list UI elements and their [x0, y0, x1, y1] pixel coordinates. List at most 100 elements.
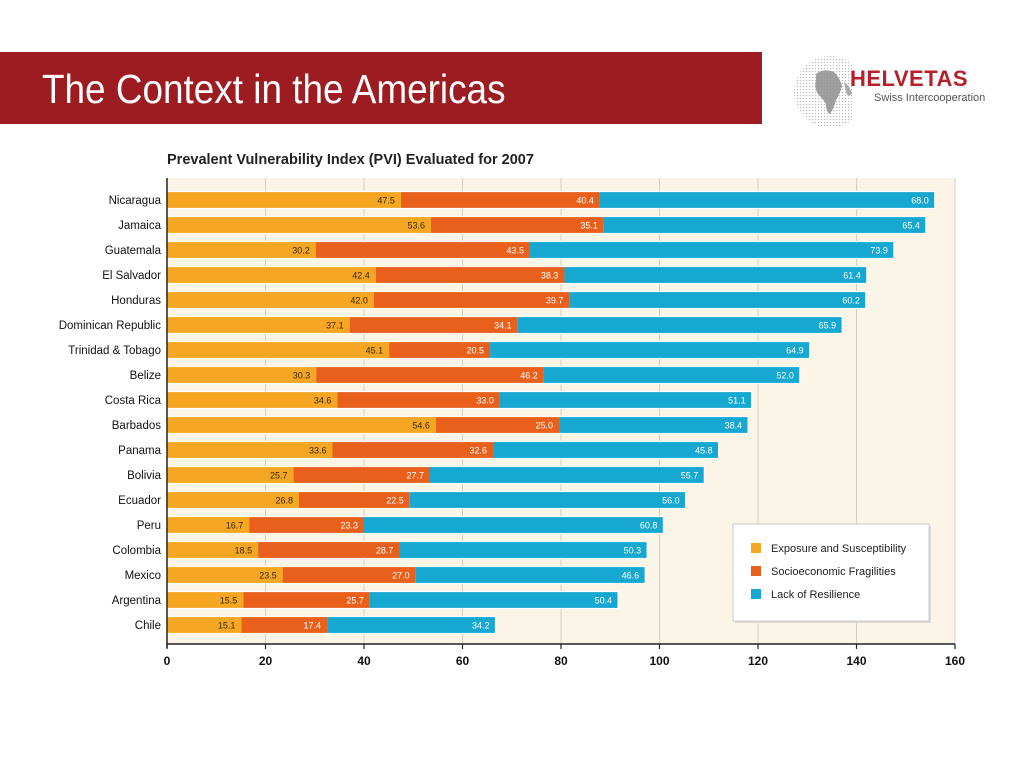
- bar-segment: [369, 591, 619, 609]
- bar-segment: [167, 466, 294, 484]
- bar-segment: [316, 366, 544, 384]
- bar-segment: [293, 466, 430, 484]
- country-label: Mexico: [125, 570, 161, 582]
- country-label: Chile: [135, 620, 161, 632]
- bar-segment: [167, 566, 283, 584]
- bar-value-label: 52.0: [776, 371, 794, 381]
- x-tick-label: 160: [945, 654, 965, 668]
- x-tick-label: 20: [259, 654, 273, 668]
- bar-value-label: 45.1: [366, 346, 384, 356]
- bar-value-label: 65.4: [902, 221, 920, 231]
- bar-segment: [400, 191, 600, 209]
- x-tick-label: 120: [748, 654, 768, 668]
- bar-segment: [167, 516, 250, 534]
- bar-segment: [529, 241, 894, 259]
- bar-value-label: 68.0: [911, 196, 929, 206]
- bar-segment: [167, 391, 338, 409]
- bar-segment: [167, 266, 376, 284]
- bar-segment: [599, 191, 935, 209]
- bar-segment: [167, 616, 242, 634]
- bar-value-label: 17.4: [304, 621, 322, 631]
- bar-segment: [167, 341, 390, 359]
- bar-value-label: 33.6: [309, 446, 327, 456]
- bar-value-label: 30.3: [293, 371, 311, 381]
- bar-segment: [517, 316, 843, 334]
- chart-title: Prevalent Vulnerability Index (PVI) Eval…: [167, 152, 534, 168]
- bar-value-label: 38.3: [541, 271, 559, 281]
- legend-swatch: [751, 589, 761, 599]
- bar-value-label: 46.2: [520, 371, 538, 381]
- bar-segment: [499, 391, 752, 409]
- bar-value-label: 22.5: [386, 496, 404, 506]
- bar-segment: [167, 591, 244, 609]
- bar-segment: [167, 441, 333, 459]
- bar-segment: [399, 541, 648, 559]
- country-label: Belize: [130, 370, 161, 382]
- bar-value-label: 15.1: [218, 621, 236, 631]
- bar-segment: [167, 291, 374, 309]
- country-label: Barbados: [112, 420, 161, 432]
- bar-value-label: 42.0: [350, 296, 368, 306]
- bar-value-label: 25.0: [535, 421, 553, 431]
- bar-value-label: 26.8: [275, 496, 293, 506]
- bar-segment: [258, 541, 400, 559]
- country-label: Guatemala: [105, 245, 162, 257]
- bar-value-label: 55.7: [681, 471, 699, 481]
- logo-subtitle: Swiss Intercooperation: [874, 92, 986, 104]
- bar-segment: [167, 416, 436, 434]
- legend-swatch: [751, 566, 761, 576]
- legend-box: [732, 523, 930, 622]
- country-label: Honduras: [111, 295, 161, 307]
- bar-segment: [337, 391, 500, 409]
- bar-value-label: 47.5: [377, 196, 395, 206]
- bar-segment: [603, 216, 926, 234]
- country-label: Jamaica: [118, 220, 161, 232]
- bar-segment: [430, 216, 604, 234]
- bar-value-label: 25.7: [270, 471, 288, 481]
- logo-brand: HELVETAS: [850, 66, 969, 91]
- bar-value-label: 53.6: [407, 221, 425, 231]
- country-label: Bolivia: [127, 470, 161, 482]
- bar-value-label: 60.2: [842, 296, 860, 306]
- bar-value-label: 51.1: [728, 396, 746, 406]
- country-label: Dominican Republic: [59, 320, 162, 332]
- bar-segment: [364, 516, 664, 534]
- bar-segment: [167, 316, 350, 334]
- bar-segment: [375, 266, 565, 284]
- bar-segment: [282, 566, 416, 584]
- bar-segment: [243, 591, 370, 609]
- bar-value-label: 23.3: [340, 521, 358, 531]
- country-label: El Salvador: [102, 270, 161, 282]
- bar-value-label: 34.1: [494, 321, 512, 331]
- bar-value-label: 39.7: [546, 296, 564, 306]
- bar-value-label: 56.0: [662, 496, 680, 506]
- helvetas-logo: HELVETAS Swiss Intercooperation: [790, 52, 1000, 132]
- slide-title: The Context in the Americas: [42, 66, 506, 112]
- bar-value-label: 34.2: [472, 621, 490, 631]
- x-tick-label: 40: [357, 654, 371, 668]
- bar-segment: [490, 341, 810, 359]
- bar-segment: [249, 516, 364, 534]
- x-tick-label: 140: [846, 654, 866, 668]
- bar-segment: [315, 241, 530, 259]
- x-tick-label: 60: [456, 654, 470, 668]
- bar-segment: [569, 291, 866, 309]
- country-label: Ecuador: [118, 495, 161, 507]
- bar-value-label: 64.9: [786, 346, 804, 356]
- bar-value-label: 50.4: [595, 596, 613, 606]
- legend-label: Socioeconomic Fragilities: [771, 566, 896, 578]
- bar-segment: [241, 616, 328, 634]
- country-label: Peru: [137, 520, 161, 532]
- bar-segment: [409, 491, 686, 509]
- bar-value-label: 23.5: [259, 571, 277, 581]
- bar-segment: [167, 541, 259, 559]
- bar-value-label: 15.5: [220, 596, 238, 606]
- globe-icon: [794, 56, 852, 128]
- bar-value-label: 43.5: [506, 246, 524, 256]
- bar-segment: [435, 416, 560, 434]
- bar-value-label: 20.5: [467, 346, 485, 356]
- bar-value-label: 38.4: [725, 421, 743, 431]
- bar-value-label: 65.9: [819, 321, 837, 331]
- bar-value-label: 54.6: [412, 421, 430, 431]
